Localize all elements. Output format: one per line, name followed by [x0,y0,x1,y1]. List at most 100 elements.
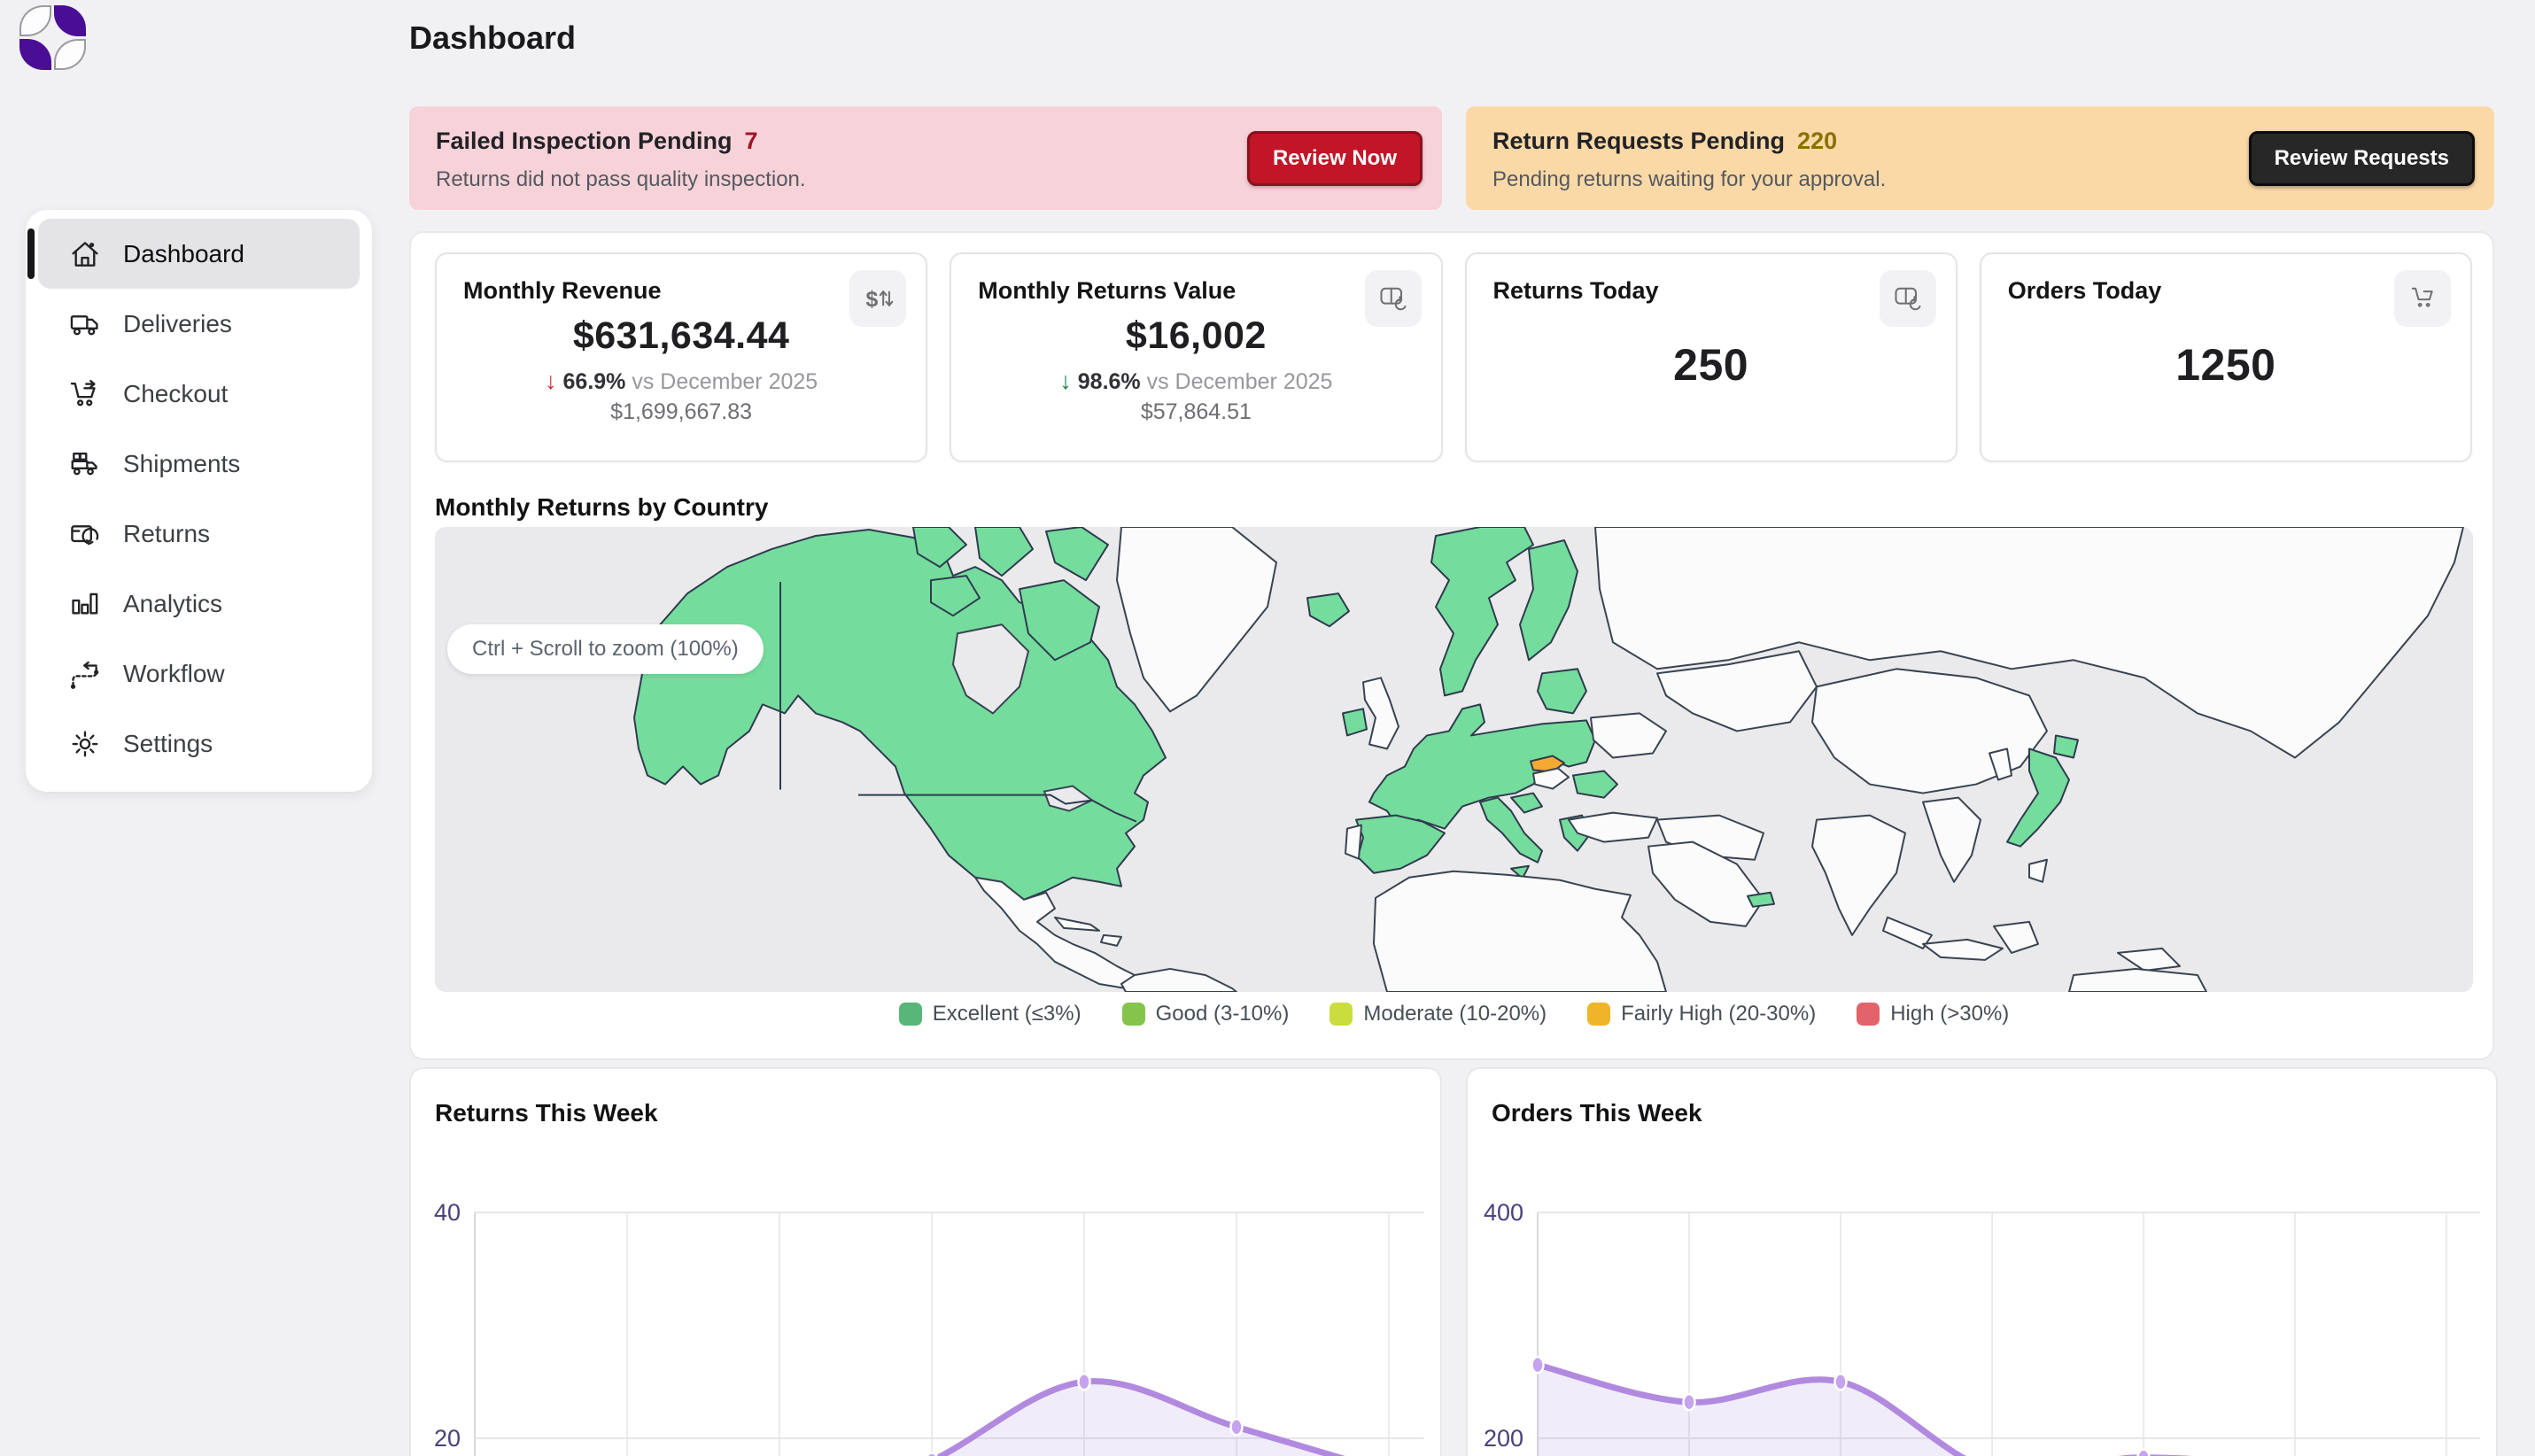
sidebar-item-returns[interactable]: Returns [38,499,360,569]
sidebar-item-shipments[interactable]: Shipments [38,429,360,499]
failed-inspection-banner: Failed Inspection Pending 7 Returns did … [409,106,1442,210]
active-indicator-bar [27,228,35,279]
logo-petal [19,39,51,70]
sidebar-item-label: Dashboard [123,239,244,267]
legend-label: High (>30%) [1890,1002,2010,1026]
legend-label: Fairly High (20-30%) [1621,1002,1817,1026]
package-return-icon[interactable] [1879,270,1936,327]
workflow-icon [68,657,102,691]
app-logo [19,5,87,71]
review-requests-button[interactable]: Review Requests [2248,130,2475,186]
world-map[interactable] [435,527,2473,992]
map-legend: Excellent (≤3%) Good (3-10%) Moderate (1… [435,1002,2473,1026]
banner-title: Failed Inspection Pending [436,128,733,154]
stat-value: $16,002 [1125,314,1267,357]
package-return-icon[interactable] [1364,270,1422,327]
banner-description: Returns did not pass quality inspection. [436,167,806,191]
home-icon [68,237,102,271]
stat-value: 1250 [2175,340,2276,390]
legend-item-fairly-high: Fairly High (20-30%) [1587,1002,1816,1026]
stat-subvalue: $57,864.51 [1140,399,1252,424]
legend-item-good: Good (3-10%) [1121,1002,1290,1026]
sidebar-item-checkout[interactable]: Checkout [38,359,360,429]
stat-delta: ↓ 66.9% vs December 2025 [437,368,926,395]
delta-percent: 66.9% [562,369,626,394]
legend-swatch-excellent [898,1003,922,1026]
bar-chart-icon [68,587,102,621]
stat-title: Monthly Revenue [463,277,662,304]
stats-row: Monthly Revenue $ $631,634.44 ↓ 66.9% vs… [435,252,2472,462]
gear-icon [68,727,102,761]
stat-card-monthly-revenue: Monthly Revenue $ $631,634.44 ↓ 66.9% vs… [435,252,928,462]
stat-title: Returns Today [1492,277,1659,304]
svg-text:400: 400 [1484,1199,1523,1226]
legend-label: Moderate (10-20%) [1363,1002,1547,1026]
chart-title: Orders This Week [1492,1099,1702,1127]
sidebar-item-label: Analytics [123,589,223,617]
legend-item-moderate: Moderate (10-20%) [1330,1002,1547,1026]
cart-icon[interactable] [2394,270,2451,327]
sidebar-item-label: Workflow [123,659,225,687]
orders-this-week-card: Orders This Week 400 200 [1466,1067,2498,1456]
stat-card-monthly-returns-value: Monthly Returns Value $16,002 ↓ 98.6% vs… [950,252,1443,462]
sidebar-item-label: Checkout [123,379,229,407]
chart-title: Returns This Week [435,1099,658,1127]
sidebar-item-label: Returns [123,519,211,547]
review-now-button[interactable]: Review Now [1246,130,1423,186]
return-box-icon [68,517,102,551]
requests-count-badge: 220 [1797,128,1838,154]
svg-text:40: 40 [434,1199,461,1226]
legend-swatch-moderate [1330,1003,1353,1026]
delivery-truck-icon [68,307,102,341]
stat-delta: ↓ 98.6% vs December 2025 [951,368,1440,395]
money-transfer-icon[interactable]: $ [849,270,907,327]
map-section-title: Monthly Returns by Country [435,493,769,521]
delta-compare: vs December 2025 [1146,369,1333,394]
orders-week-chart: 400 200 [1484,1199,2480,1456]
stat-subvalue: $1,699,667.83 [610,399,753,424]
sidebar-item-deliveries[interactable]: Deliveries [38,289,360,359]
map-zoom-hint: Ctrl + Scroll to zoom (100%) [447,624,764,674]
legend-swatch-good [1121,1003,1145,1026]
svg-text:20: 20 [434,1425,461,1452]
sidebar-item-label: Deliveries [123,309,232,337]
failed-count-badge: 7 [744,128,758,154]
sidebar: Dashboard Deliveries Checkout Shipments … [26,210,372,792]
sidebar-item-label: Settings [123,729,213,757]
svg-text:$: $ [866,288,879,312]
stat-card-returns-today: Returns Today 250 [1464,252,1957,462]
sidebar-item-workflow[interactable]: Workflow [38,639,360,709]
legend-item-high: High (>30%) [1857,1002,2009,1026]
logo-petal [19,5,51,36]
down-arrow-icon: ↓ [1059,368,1072,394]
stat-value: $631,634.44 [572,314,790,357]
overview-panel: Monthly Revenue $ $631,634.44 ↓ 66.9% vs… [409,231,2494,1060]
checkout-cart-icon [68,377,102,411]
legend-swatch-high [1857,1003,1880,1026]
world-map-container [435,527,2473,992]
stat-value: 250 [1673,340,1749,390]
returns-week-chart: 40 20 [434,1199,1424,1456]
returns-this-week-card: Returns This Week 40 20 [409,1067,1442,1456]
logo-petal [54,39,86,70]
delta-compare: vs December 2025 [632,369,818,394]
logo-petal [54,5,86,36]
banner-title: Return Requests Pending [1492,128,1786,154]
return-requests-banner: Return Requests Pending 220 Pending retu… [1466,106,2494,210]
stat-title: Orders Today [2007,277,2162,304]
legend-swatch-fairly-high [1587,1003,1611,1026]
legend-label: Good (3-10%) [1155,1002,1290,1026]
sidebar-item-analytics[interactable]: Analytics [38,569,360,639]
stat-card-orders-today: Orders Today 1250 [1979,252,2472,462]
legend-label: Excellent (≤3%) [932,1002,1081,1026]
down-arrow-icon: ↓ [545,368,557,394]
shipment-truck-icon [68,447,102,481]
page-title: Dashboard [409,19,577,56]
sidebar-item-dashboard[interactable]: Dashboard [27,219,360,289]
sidebar-item-settings[interactable]: Settings [38,709,360,778]
banner-description: Pending returns waiting for your approva… [1492,167,1887,191]
sidebar-item-label: Shipments [123,449,241,477]
stat-title: Monthly Returns Value [978,277,1236,304]
delta-percent: 98.6% [1077,369,1141,394]
